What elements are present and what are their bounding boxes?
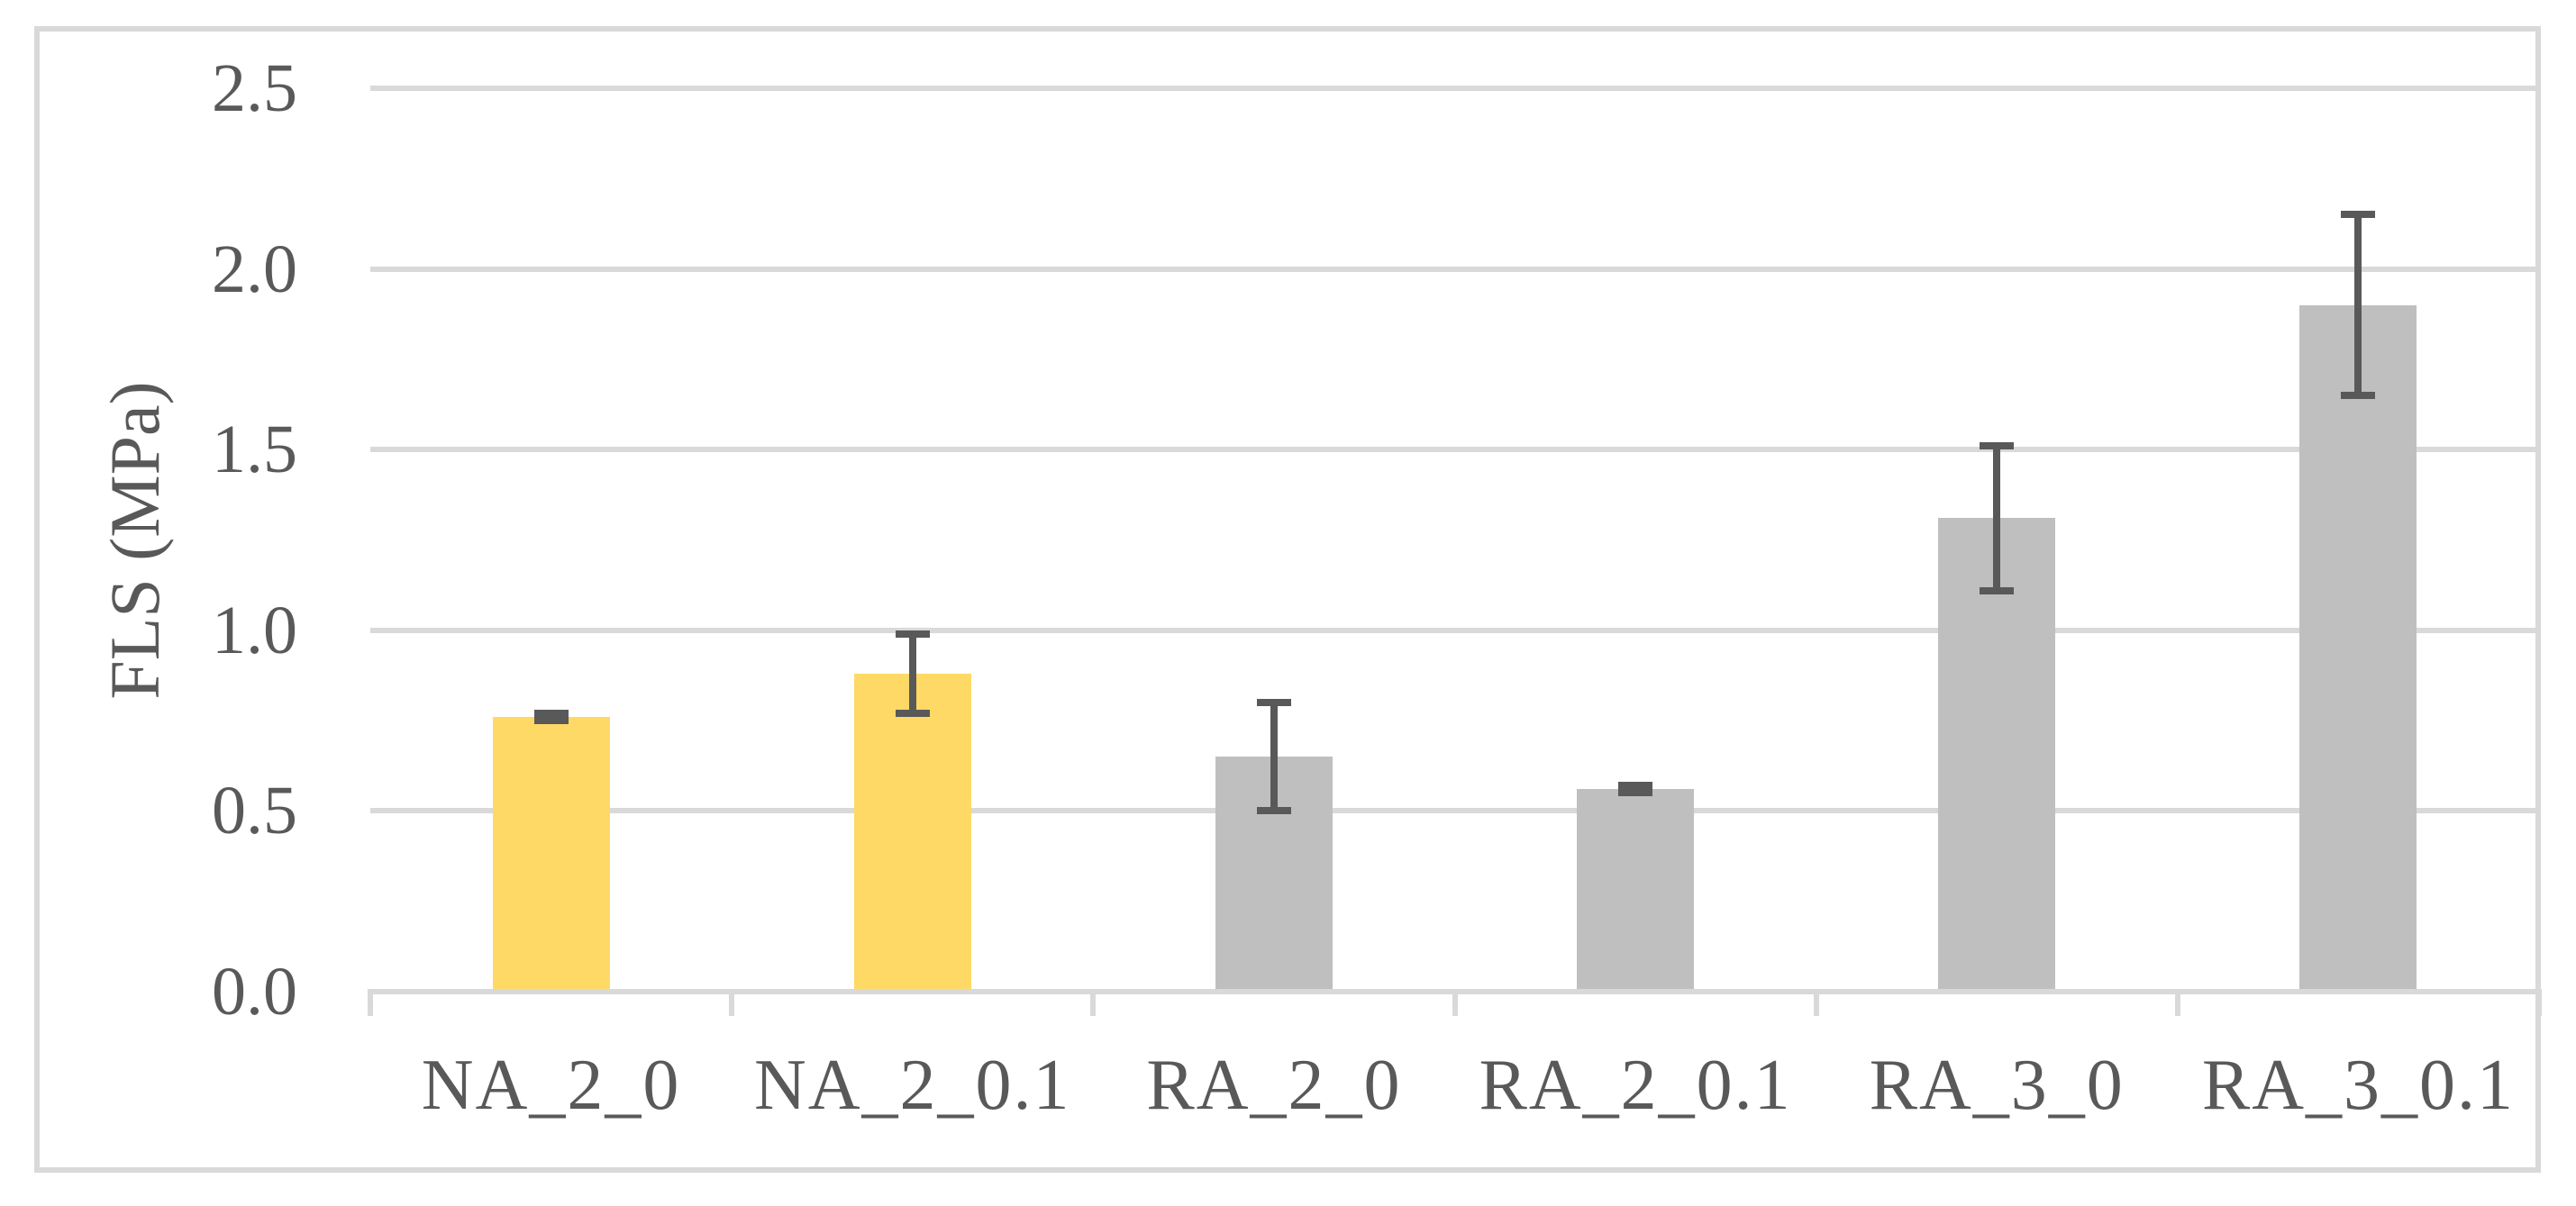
error-bar-RA_3_0.1 bbox=[2354, 214, 2362, 395]
x-axis-boundary-tick bbox=[1090, 989, 1097, 1016]
x-category-label-RA_2_0: RA_2_0 bbox=[1146, 1046, 1402, 1125]
error-bar-cap-upper-RA_3_0.1 bbox=[2341, 211, 2376, 219]
bar-RA_3_0.1 bbox=[2299, 304, 2417, 992]
bar-NA_2_0.1 bbox=[853, 673, 971, 992]
error-bar-cap-lower-RA_3_0.1 bbox=[2341, 392, 2376, 400]
error-bar-cap-upper-RA_2_0.1 bbox=[1618, 782, 1653, 790]
error-bar-cap-lower-NA_2_0 bbox=[533, 717, 569, 725]
x-axis-boundary-tick bbox=[1813, 989, 1819, 1016]
x-axis-boundary-tick bbox=[2536, 989, 2542, 1016]
error-bar-cap-lower-RA_2_0 bbox=[1256, 807, 1291, 815]
error-bar-NA_2_0 bbox=[547, 713, 555, 721]
error-bar-RA_3_0 bbox=[1993, 446, 2001, 591]
y-tick-label-1.5: 1.5 bbox=[212, 412, 297, 488]
bar-NA_2_0 bbox=[492, 717, 610, 992]
error-bar-cap-upper-RA_3_0 bbox=[1980, 442, 2015, 450]
x-axis-boundary-tick bbox=[2174, 989, 2180, 1016]
y-axis-title: FLS (MPa) bbox=[96, 381, 174, 700]
error-bar-RA_2_0.1 bbox=[1632, 785, 1640, 793]
x-category-label-NA_2_0: NA_2_0 bbox=[421, 1046, 681, 1125]
error-bar-NA_2_0.1 bbox=[908, 633, 916, 714]
y-tick-label-1.0: 1.0 bbox=[212, 592, 297, 668]
bar-RA_3_0 bbox=[1938, 518, 2056, 992]
x-category-label-RA_2_0.1: RA_2_0.1 bbox=[1479, 1046, 1792, 1125]
error-bar-cap-lower-RA_3_0 bbox=[1980, 586, 2015, 594]
y-tick-label-0.5: 0.5 bbox=[212, 773, 297, 849]
x-axis-boundary-tick bbox=[368, 989, 373, 1016]
error-bar-cap-lower-RA_2_0.1 bbox=[1618, 789, 1653, 797]
gridline-2.0 bbox=[370, 266, 2539, 272]
error-bar-RA_2_0 bbox=[1270, 703, 1278, 812]
x-category-label-RA_3_0.1: RA_3_0.1 bbox=[2201, 1046, 2515, 1125]
error-bar-cap-upper-NA_2_0.1 bbox=[895, 630, 930, 638]
gridline-2.5 bbox=[370, 86, 2539, 91]
gridline-1.5 bbox=[370, 447, 2539, 453]
x-category-label-RA_3_0: RA_3_0 bbox=[1869, 1046, 2125, 1125]
gridline-0.5 bbox=[370, 808, 2539, 814]
x-axis-boundary-tick bbox=[729, 989, 735, 1016]
y-tick-label-0.0: 0.0 bbox=[212, 954, 297, 1029]
error-bar-cap-upper-RA_2_0 bbox=[1256, 699, 1291, 707]
gridline-1.0 bbox=[370, 627, 2539, 633]
chart-border bbox=[34, 26, 2541, 1173]
error-bar-cap-upper-NA_2_0 bbox=[533, 710, 569, 718]
x-category-label-NA_2_0.1: NA_2_0.1 bbox=[753, 1046, 1071, 1125]
x-axis-boundary-tick bbox=[1452, 989, 1458, 1016]
error-bar-cap-lower-NA_2_0.1 bbox=[895, 710, 930, 718]
y-tick-label-2.0: 2.0 bbox=[212, 231, 297, 307]
bar-RA_2_0.1 bbox=[1577, 789, 1695, 992]
y-tick-label-2.5: 2.5 bbox=[212, 50, 297, 126]
